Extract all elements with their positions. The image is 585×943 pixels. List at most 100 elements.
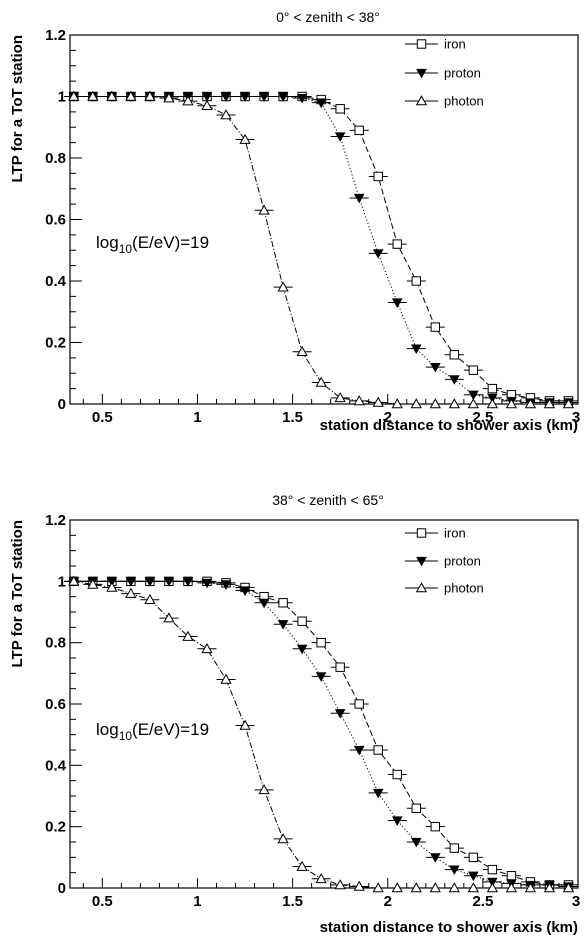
data-point <box>354 699 364 709</box>
series-iron: iron <box>64 526 578 890</box>
data-point <box>297 616 307 626</box>
data-point <box>335 662 345 672</box>
data-point <box>296 93 308 104</box>
x-tick-label: 0.5 <box>92 409 113 426</box>
data-point <box>373 745 383 755</box>
data-point <box>354 125 364 136</box>
data-point <box>106 90 118 101</box>
data-point <box>125 587 137 598</box>
data-point <box>334 132 346 142</box>
chart-title: 38° < zenith < 65° <box>272 492 384 508</box>
data-point <box>410 882 422 893</box>
data-point <box>239 586 251 596</box>
legend-marker <box>415 582 428 593</box>
data-point <box>391 816 403 826</box>
data-point <box>68 90 80 101</box>
data-point <box>258 204 270 215</box>
legend-label-photon: photon <box>444 94 484 109</box>
x-tick-label: 3 <box>572 409 580 426</box>
data-point <box>87 90 99 101</box>
legend-label-iron: iron <box>444 37 466 52</box>
data-point <box>372 249 384 259</box>
data-point <box>448 882 460 893</box>
data-point <box>239 133 251 144</box>
data-point <box>353 395 365 406</box>
y-tick-label: 1.2 <box>45 512 66 529</box>
data-point <box>125 577 137 587</box>
x-tick-label: 2.5 <box>472 893 493 910</box>
y-tick-label: 1 <box>58 89 66 106</box>
y-tick-label: 0.4 <box>45 757 67 774</box>
data-point <box>429 882 441 893</box>
y-tick-label: 0.6 <box>45 212 66 229</box>
data-point <box>277 281 289 292</box>
data-point <box>315 376 327 387</box>
data-point <box>163 577 175 587</box>
data-point <box>429 853 441 863</box>
data-point <box>524 882 537 893</box>
data-point <box>449 865 460 876</box>
legend-marker <box>415 95 428 106</box>
data-point <box>392 769 402 780</box>
y-tick-label: 1.2 <box>45 27 66 44</box>
data-point <box>487 383 498 394</box>
y-tick-label: 0.6 <box>45 696 66 713</box>
y-axis-title: LTP for a ToT station <box>9 520 26 668</box>
data-point <box>220 92 232 102</box>
data-point <box>505 398 518 409</box>
data-point <box>144 593 156 605</box>
data-point <box>486 398 499 409</box>
y-axis-title: LTP for a ToT station <box>9 35 26 183</box>
data-point <box>468 871 479 882</box>
x-axis-title: station distance to shower axis (km) <box>320 919 578 936</box>
data-point <box>277 92 289 102</box>
energy-annotation: log10(E/eV)=19 <box>96 233 209 256</box>
y-tick-label: 0.2 <box>45 819 66 836</box>
y-tick-label: 0 <box>58 880 66 897</box>
legend-marker <box>416 39 427 49</box>
data-point <box>392 239 402 249</box>
data-point <box>334 879 346 890</box>
data-point <box>277 620 289 630</box>
data-point <box>486 882 499 893</box>
legend-label-proton: proton <box>444 66 481 81</box>
data-point <box>372 396 384 407</box>
x-tick-label: 1.5 <box>282 409 303 426</box>
data-point <box>182 630 194 641</box>
y-tick-label: 0 <box>58 396 66 413</box>
data-point <box>201 578 213 589</box>
data-point <box>391 298 403 308</box>
y-tick-label: 0.8 <box>45 635 66 652</box>
data-point <box>220 673 232 684</box>
x-tick-label: 2 <box>384 893 392 910</box>
data-point <box>144 90 156 101</box>
data-point <box>430 821 441 832</box>
x-tick-label: 3 <box>572 893 580 910</box>
data-point <box>372 882 384 893</box>
legend-marker <box>416 556 427 567</box>
data-point <box>467 398 480 409</box>
chart-panel-2: 0.5 1 1.5 2 2.5 3 0 0.2 0.4 0.6 0.8 1 1.2 38° < zenit… <box>9 492 580 936</box>
data-point <box>68 575 80 586</box>
data-point <box>468 365 479 375</box>
x-tick-label: 0.5 <box>92 893 113 910</box>
data-point <box>467 882 480 893</box>
data-point <box>429 362 441 373</box>
legend-label-proton: proton <box>444 554 481 569</box>
data-point <box>87 578 99 589</box>
data-point <box>278 598 288 608</box>
data-point <box>543 398 556 409</box>
data-point <box>239 92 251 102</box>
data-point <box>163 612 175 623</box>
x-tick-label: 1 <box>193 893 201 910</box>
data-point <box>316 637 326 648</box>
data-point <box>182 95 194 106</box>
data-point <box>373 171 383 182</box>
data-point <box>182 577 194 587</box>
data-point <box>449 843 460 853</box>
plot-frame <box>69 34 579 405</box>
data-point <box>201 642 213 654</box>
data-point <box>505 882 518 893</box>
data-point <box>429 398 441 409</box>
